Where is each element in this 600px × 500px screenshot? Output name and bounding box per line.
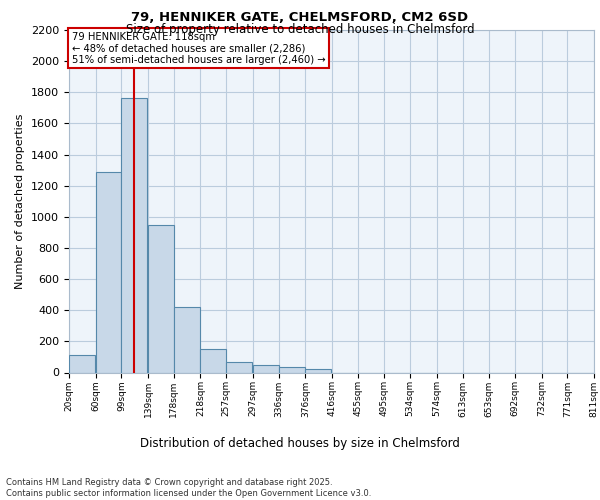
Bar (148, 224, 174, 372)
Text: Size of property relative to detached houses in Chelmsford: Size of property relative to detached ho… (125, 22, 475, 36)
Bar (174, 307, 200, 372)
Bar (279, 367, 305, 372)
Bar (253, 366, 279, 372)
Bar (69, 356, 95, 372)
Text: Contains HM Land Registry data © Crown copyright and database right 2025.
Contai: Contains HM Land Registry data © Crown c… (6, 478, 371, 498)
Bar (95, 172, 121, 372)
Text: 79, HENNIKER GATE, CHELMSFORD, CM2 6SD: 79, HENNIKER GATE, CHELMSFORD, CM2 6SD (131, 11, 469, 24)
Y-axis label: Number of detached properties: Number of detached properties (16, 114, 25, 289)
Bar (121, 98, 148, 372)
Bar (305, 370, 331, 372)
Text: 79 HENNIKER GATE: 118sqm
← 48% of detached houses are smaller (2,286)
51% of sem: 79 HENNIKER GATE: 118sqm ← 48% of detach… (71, 32, 325, 65)
Text: Distribution of detached houses by size in Chelmsford: Distribution of detached houses by size … (140, 437, 460, 450)
Bar (200, 349, 226, 372)
Bar (226, 362, 252, 372)
